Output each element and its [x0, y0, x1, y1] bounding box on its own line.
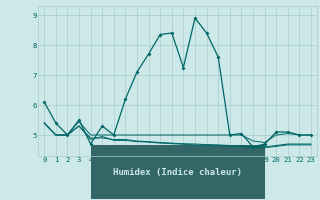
X-axis label: Humidex (Indice chaleur): Humidex (Indice chaleur)	[113, 168, 242, 177]
